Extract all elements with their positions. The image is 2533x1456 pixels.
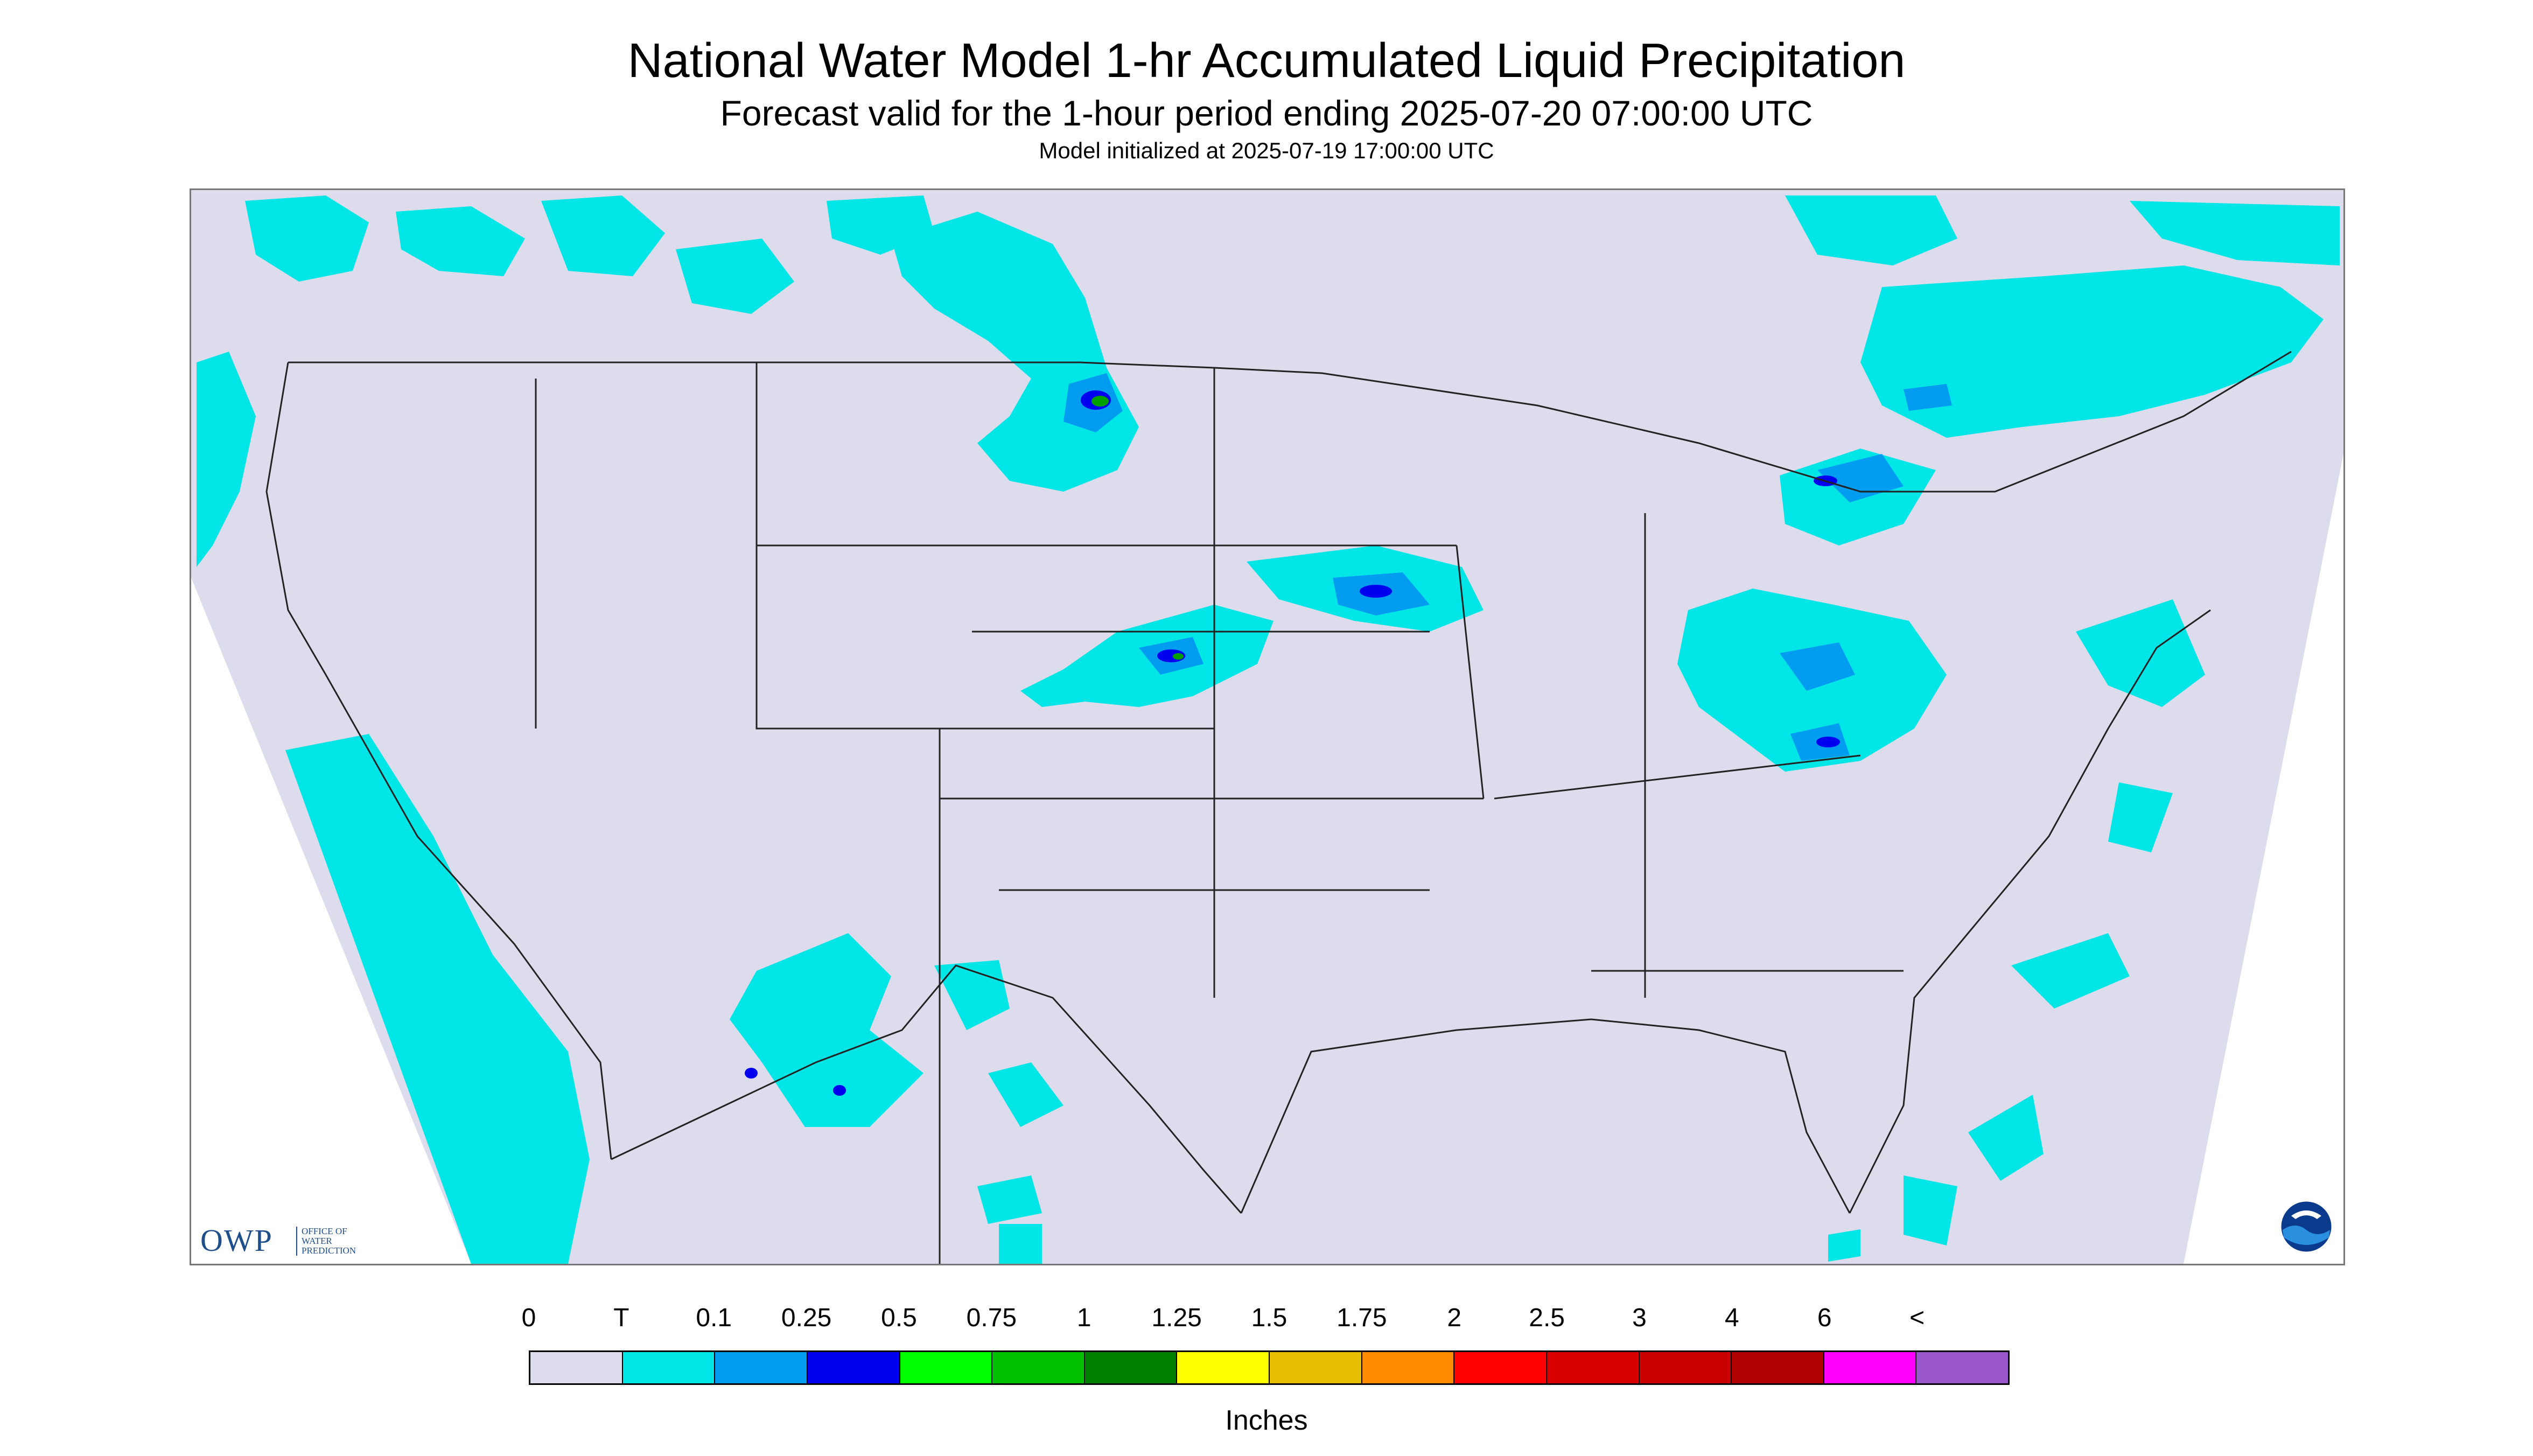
- owp-logo: OWP OFFICE OF WATER PREDICTION: [200, 1222, 356, 1265]
- legend-swatch: [1547, 1352, 1640, 1383]
- legend-label: 1.5: [1251, 1304, 1288, 1332]
- legend-swatch: [1362, 1352, 1455, 1383]
- owp-line-1: OFFICE OF: [302, 1226, 347, 1236]
- legend-swatch: [1270, 1352, 1362, 1383]
- legend-label: 2: [1447, 1304, 1462, 1332]
- legend-label: 4: [1725, 1304, 1739, 1332]
- map-title: National Water Model 1-hr Accumulated Li…: [627, 34, 1906, 88]
- owp-logo-subtext: OFFICE OF WATER PREDICTION: [296, 1227, 356, 1256]
- legend-label: T: [613, 1304, 629, 1332]
- legend-units: Inches: [1225, 1405, 1308, 1436]
- legend-swatch: [1824, 1352, 1917, 1383]
- boundaries: [265, 351, 2292, 1264]
- legend-label: 1.25: [1151, 1304, 1202, 1332]
- legend-swatch: [715, 1352, 808, 1383]
- model-init-subtitle: Model initialized at 2025-07-19 17:00:00…: [1039, 138, 1494, 163]
- legend-label: <: [1909, 1304, 1925, 1332]
- owp-line-2: WATER: [302, 1236, 332, 1246]
- noaa-logo: [2279, 1200, 2333, 1254]
- legend-swatch: [992, 1352, 1085, 1383]
- legend-swatch: [1732, 1352, 1824, 1383]
- legend-label: 0.1: [696, 1304, 732, 1332]
- model-domain: [191, 190, 2343, 1264]
- legend-swatch: [1639, 1352, 1732, 1383]
- legend-label: 0: [521, 1304, 536, 1332]
- owp-line-3: PREDICTION: [302, 1245, 356, 1256]
- legend-swatch: [622, 1352, 716, 1383]
- legend-colorbar: [529, 1350, 2010, 1385]
- precip-0.5-areas: [1091, 396, 1184, 660]
- precipitation-map: [190, 188, 2345, 1265]
- legend-label: 6: [1817, 1304, 1832, 1332]
- legend-swatch: [807, 1352, 900, 1383]
- legend-swatch: [900, 1352, 993, 1383]
- owp-logo-text: OWP: [200, 1223, 273, 1258]
- legend-swatch: [530, 1352, 623, 1383]
- legend-swatch: [1454, 1352, 1547, 1383]
- map-canvas: [191, 190, 2343, 1264]
- legend-label: 0.75: [966, 1304, 1017, 1332]
- legend-label: 1.75: [1337, 1304, 1387, 1332]
- legend-label: 0.5: [881, 1304, 917, 1332]
- legend-label: 2.5: [1529, 1304, 1565, 1332]
- legend-label: 3: [1632, 1304, 1647, 1332]
- legend-swatch: [1916, 1352, 2008, 1383]
- legend-labels: 0 T 0.1 0.25 0.5 0.75 1 1.25 1.5 1.75 2 2.5 3 4 6 <: [0, 1303, 2533, 1341]
- legend-label: 0.25: [781, 1304, 832, 1332]
- legend-swatch: [1084, 1352, 1178, 1383]
- legend-label: 1: [1076, 1304, 1091, 1332]
- forecast-valid-subtitle: Forecast valid for the 1-hour period end…: [720, 93, 1813, 133]
- legend-swatch: [1177, 1352, 1270, 1383]
